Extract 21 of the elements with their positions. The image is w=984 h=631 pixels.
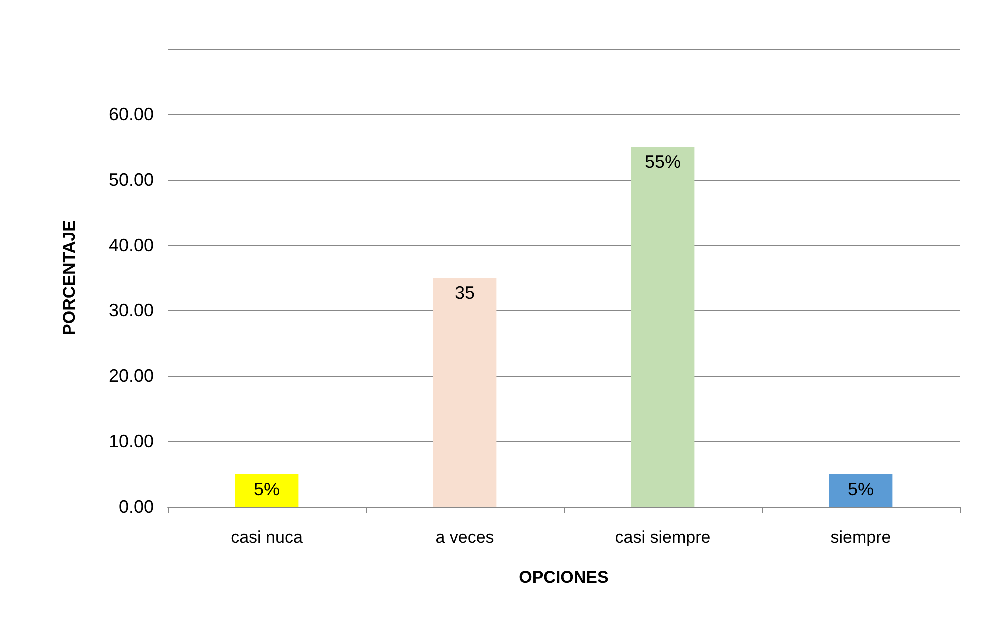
y-tick-label: 0.00 [118,497,154,517]
bar [829,474,893,507]
bar [433,278,497,507]
bar [631,147,695,507]
x-tick-label: casi nuca [231,528,304,547]
x-tick-label: a veces [436,528,494,547]
y-tick-label: 60.00 [108,104,154,124]
data-label: 55% [644,152,682,172]
data-label: 5% [848,479,874,500]
y-axis-title: PORCENTAJE [60,220,79,336]
x-tick-label: casi siempre [615,528,711,547]
y-tick-label: 40.00 [108,235,154,256]
x-axis-title: OPCIONES [519,568,609,587]
y-tick-label: 20.00 [108,366,154,386]
y-tick-label: 10.00 [108,432,154,452]
y-tick-label: 50.00 [108,170,154,190]
x-tick-label: siempre [830,528,892,547]
bar [235,474,299,507]
data-label: 5% [254,479,280,500]
data-label: 35 [454,283,476,303]
y-tick-label: 30.00 [108,300,154,321]
